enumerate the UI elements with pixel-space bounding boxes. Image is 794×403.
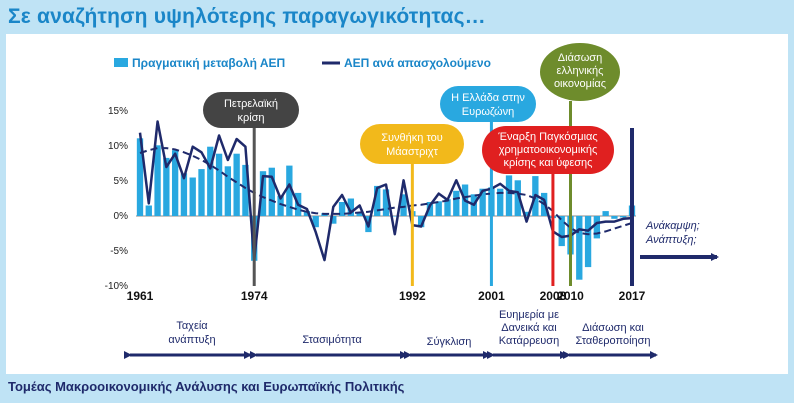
period-label-line: Διάσωση και xyxy=(582,322,644,334)
bar-gdp-1972 xyxy=(233,153,240,216)
period-label-line: Κατάρρευση xyxy=(499,335,559,347)
bar-gdp-1967 xyxy=(189,177,196,216)
side-note-line: Ανάπτυξη; xyxy=(645,234,697,246)
bar-gdp-1978 xyxy=(286,165,293,216)
legend-line-label: ΑΕΠ ανά απασχολούμενο xyxy=(344,56,491,70)
bar-gdp-2012 xyxy=(584,216,592,268)
bar-gdp-2004 xyxy=(514,180,521,216)
bar-gdp-2013 xyxy=(593,216,601,239)
bar-gdp-2014 xyxy=(602,211,609,216)
period-label-line: Στασιμότητα xyxy=(302,334,362,346)
period-label-line: Ευημερία με xyxy=(499,309,559,321)
period-label-line: ανάπτυξη xyxy=(168,334,215,346)
event-text-line: οικονομίας xyxy=(554,78,606,90)
period-label-line: Σταθεροποίηση xyxy=(575,335,650,347)
bar-gdp-1971 xyxy=(224,166,232,216)
event-text-line: Μάαστριχτ xyxy=(386,146,438,158)
year-label-2017: 2017 xyxy=(619,289,646,303)
bar-gdp-1986 xyxy=(356,212,363,216)
event-global-crisis: Έναρξη Παγκόσμιας χρηματοοικονομικής κρί… xyxy=(482,126,614,174)
period-label-line: Σύγκλιση xyxy=(427,336,472,348)
y-tick-label: -5% xyxy=(110,246,128,257)
bar-gdp-2015 xyxy=(611,216,618,219)
chart-panel xyxy=(6,34,788,374)
legend-bar-swatch xyxy=(114,58,128,67)
event-text-line: Η Ελλάδα στην xyxy=(451,92,525,104)
bar-gdp-2000 xyxy=(479,188,486,216)
bar-gdp-1973 xyxy=(242,164,249,216)
bar-gdp-1993 xyxy=(417,216,425,228)
y-tick-label: 5% xyxy=(114,176,129,187)
bar-gdp-1970 xyxy=(215,153,223,216)
y-tick-label: -10% xyxy=(105,281,128,292)
bar-gdp-1976 xyxy=(268,167,275,216)
page-title: Σε αναζήτηση υψηλότερης παραγωγικότητας… xyxy=(8,5,486,28)
line-gdp-per-employee xyxy=(138,120,633,262)
y-tick-label: 10% xyxy=(108,141,128,152)
bar-gdp-2011 xyxy=(576,216,583,280)
bar-gdp-1968 xyxy=(198,169,205,216)
period-label-line: Δανεικά και xyxy=(501,322,557,334)
event-text-line: Ευρωζώνη xyxy=(462,106,515,118)
bar-gdp-1980 xyxy=(303,211,311,216)
y-tick-label: 15% xyxy=(108,106,128,117)
bar-gdp-1985 xyxy=(347,198,355,216)
bar-gdp-2016 xyxy=(620,216,627,218)
event-text-line: Έναρξη Παγκόσμιας xyxy=(497,131,597,143)
bar-gdp-1988 xyxy=(374,185,381,216)
bar-gdp-1997 xyxy=(453,190,460,216)
event-text-line: Διάσωση xyxy=(558,52,602,64)
year-label-2008: 2008 xyxy=(540,289,567,303)
bar-gdp-1981 xyxy=(312,216,319,228)
footer-text: Τομέας Μακροοικονομικής Ανάλυσης και Ευρ… xyxy=(8,379,405,394)
event-maastricht: Συνθήκη του Μάαστριχτ xyxy=(360,124,464,164)
line-trend xyxy=(139,147,633,236)
year-label-1961: 1961 xyxy=(127,289,154,303)
legend-bar-label: Πραγματική μεταβολή ΑΕΠ xyxy=(132,56,285,70)
bar-gdp-2009 xyxy=(558,216,565,247)
event-text-line: Συνθήκη του xyxy=(381,132,443,144)
event-text-line: χρηματοοικονομικής xyxy=(499,144,598,156)
event-text-line: κρίσης και ύφεσης xyxy=(504,157,593,169)
event-text-line: κρίση xyxy=(237,112,264,124)
bar-gdp-1975 xyxy=(259,171,267,216)
bar-gdp-1991 xyxy=(400,194,407,216)
bar-gdp-1990 xyxy=(391,216,398,217)
year-label-2010: 2010 xyxy=(557,289,584,303)
year-label-2001: 2001 xyxy=(478,289,505,303)
bar-gdp-1989 xyxy=(382,189,390,216)
event-oil-crisis: Πετρελαϊκή κρίση xyxy=(203,92,299,128)
bar-gdp-1984 xyxy=(338,202,346,216)
year-label-1974: 1974 xyxy=(241,289,268,303)
bar-gdp-1994 xyxy=(426,202,434,216)
bar-gdp-1983 xyxy=(330,216,337,224)
period-label-line: Ταχεία xyxy=(176,320,208,332)
event-text-line: ελληνικής xyxy=(557,65,604,77)
bar-gdp-2002 xyxy=(497,188,504,216)
event-rescue: Διάσωση ελληνικής οικονομίας xyxy=(540,43,620,101)
bar-gdp-1977 xyxy=(277,195,284,216)
event-text-line: Πετρελαϊκή xyxy=(224,98,278,110)
bar-gdp-1963 xyxy=(154,145,161,216)
y-tick-label: 0% xyxy=(114,211,129,222)
bar-gdp-2005 xyxy=(523,211,530,216)
bar-gdp-1995 xyxy=(435,201,442,216)
side-note-line: Ανάκαμψη; xyxy=(645,220,700,232)
period-labels: Ταχεία ανάπτυξη Στασιμότητα Σύγκλιση Ευη… xyxy=(168,309,650,348)
bar-gdp-1965 xyxy=(171,150,179,216)
bar-gdp-1961 xyxy=(136,138,144,216)
bar-gdp-1966 xyxy=(180,173,188,216)
bar-gdp-1962 xyxy=(145,205,152,216)
event-eurozone: Η Ελλάδα στην Ευρωζώνη xyxy=(440,86,536,122)
bar-gdp-1996 xyxy=(444,199,451,216)
year-label-1992: 1992 xyxy=(399,289,426,303)
bar-gdp-1969 xyxy=(207,146,214,216)
bar-gdp-1964 xyxy=(163,157,170,216)
bar-gdp-2003 xyxy=(505,175,513,216)
